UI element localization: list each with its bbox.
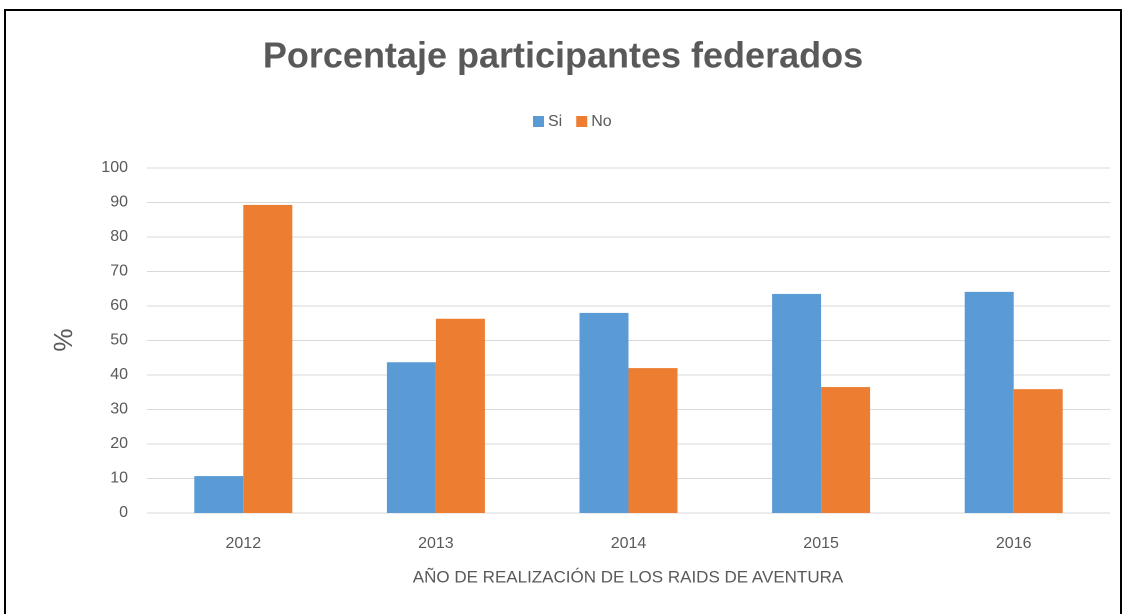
legend-label: Si: [548, 113, 562, 130]
y-tick-label: 30: [110, 401, 128, 418]
bar: [628, 368, 678, 513]
y-tick-label: 40: [110, 366, 128, 383]
bar: [243, 204, 293, 514]
x-tick-label: 2012: [226, 535, 262, 552]
y-axis-title: %: [48, 328, 78, 351]
x-axis-title: AÑO DE REALIZACIÓN DE LOS RAIDS DE AVENT…: [413, 567, 844, 586]
bar: [194, 476, 244, 513]
chart-title: Porcentaje participantes federados: [263, 35, 863, 76]
x-tick-label: 2013: [418, 535, 454, 552]
legend-swatch: [533, 116, 544, 127]
y-tick-label: 10: [110, 470, 128, 487]
y-tick-label: 80: [110, 228, 128, 245]
x-tick-label: 2014: [611, 535, 647, 552]
y-tick-label: 0: [119, 504, 128, 521]
chart-border: [4, 9, 1122, 614]
y-tick-label: 100: [101, 159, 128, 176]
x-tick-label: 2016: [996, 535, 1032, 552]
y-tick-label: 70: [110, 263, 128, 280]
bar: [386, 362, 436, 513]
bar: [821, 387, 871, 513]
y-tick-label: 50: [110, 332, 128, 349]
bar: [1013, 389, 1063, 513]
bar: [964, 291, 1014, 513]
y-tick-label: 20: [110, 435, 128, 452]
y-tick-label: 60: [110, 297, 128, 314]
bar: [579, 312, 629, 513]
legend-swatch: [576, 116, 588, 127]
y-tick-label: 90: [110, 194, 128, 211]
x-tick-label: 2015: [803, 535, 839, 552]
legend-label: No: [591, 113, 612, 130]
bar: [772, 293, 822, 513]
bar: [435, 318, 485, 513]
